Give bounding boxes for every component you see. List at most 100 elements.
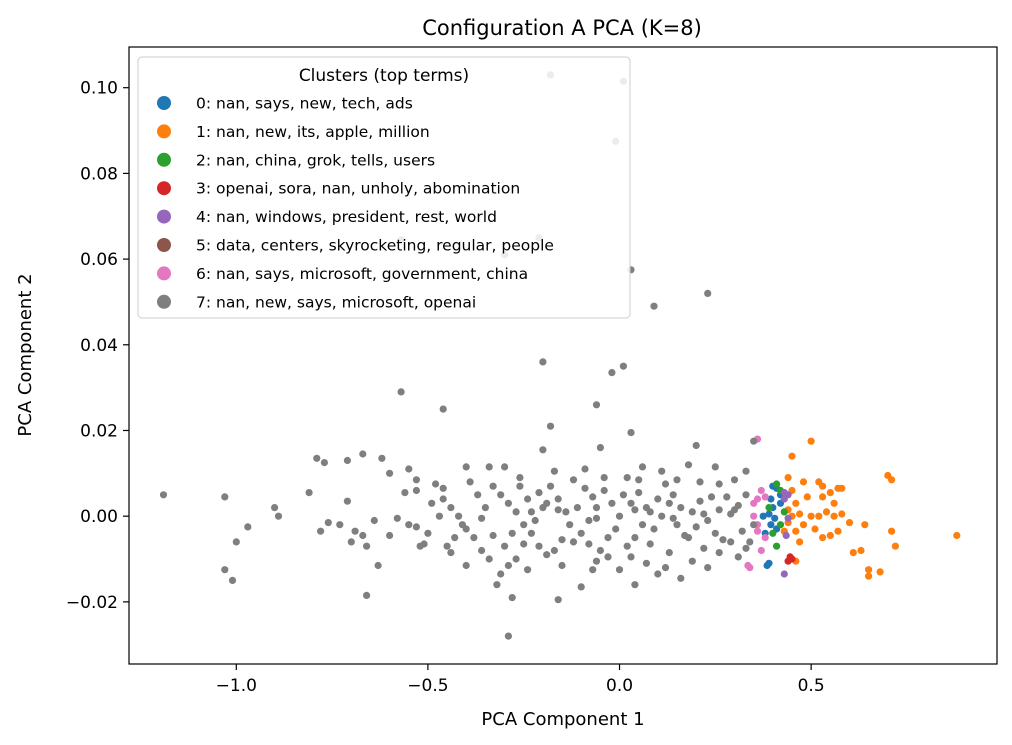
y-tick-label: 0.06 bbox=[80, 250, 118, 270]
point-s7-164 bbox=[581, 484, 589, 492]
point-s7-122 bbox=[585, 516, 593, 525]
point-s7-90 bbox=[615, 566, 624, 574]
point-s2-0 bbox=[773, 480, 781, 488]
point-s1-40 bbox=[838, 510, 846, 518]
point-s7-8 bbox=[650, 302, 658, 310]
point-s7-23 bbox=[343, 456, 351, 465]
point-s7-81 bbox=[543, 551, 551, 559]
x-axis: −1.0 −0.5 0.0 0.5 bbox=[216, 664, 825, 696]
point-s2-4 bbox=[769, 529, 777, 537]
point-s7-130 bbox=[524, 495, 532, 503]
point-s1-29 bbox=[792, 499, 800, 507]
point-s7-84 bbox=[493, 581, 501, 589]
point-s1-25 bbox=[807, 437, 815, 445]
point-s7-119 bbox=[608, 499, 616, 507]
point-s7-117 bbox=[623, 542, 631, 550]
point-s7-160 bbox=[612, 525, 620, 533]
x-tick-label: 0.0 bbox=[606, 676, 633, 696]
point-s7-158 bbox=[734, 501, 742, 510]
point-s4-3 bbox=[782, 531, 790, 540]
legend-entry-1: 1: nan, new, its, apple, million bbox=[196, 123, 430, 141]
point-s7-42 bbox=[274, 512, 283, 520]
point-s7-106 bbox=[707, 493, 716, 501]
point-s7-203 bbox=[439, 484, 447, 492]
point-s7-167 bbox=[558, 536, 566, 544]
point-s7-74 bbox=[489, 482, 497, 490]
plot-frame bbox=[128, 46, 998, 665]
point-s7-48 bbox=[317, 527, 325, 535]
point-s7-9 bbox=[539, 358, 547, 366]
point-s7-157 bbox=[727, 510, 735, 518]
point-s7-144 bbox=[627, 499, 635, 507]
point-s7-41 bbox=[271, 504, 279, 512]
point-s7-79 bbox=[527, 529, 536, 537]
point-s7-67 bbox=[439, 495, 447, 503]
point-s7-44 bbox=[232, 538, 240, 546]
point-s7-10 bbox=[619, 362, 628, 370]
point-s7-169 bbox=[543, 499, 551, 507]
point-s1-24 bbox=[796, 538, 804, 546]
point-s7-143 bbox=[619, 491, 628, 499]
point-s7-72 bbox=[478, 546, 486, 555]
point-s7-194 bbox=[646, 540, 654, 548]
point-s7-159 bbox=[742, 491, 750, 499]
point-s7-145 bbox=[635, 489, 643, 497]
point-s7-107 bbox=[700, 510, 708, 518]
point-s7-19 bbox=[692, 441, 700, 450]
point-s7-138 bbox=[451, 534, 459, 542]
point-s7-110 bbox=[677, 504, 685, 512]
point-s7-173 bbox=[512, 555, 520, 563]
point-s7-68 bbox=[447, 504, 455, 512]
point-s7-161 bbox=[604, 534, 612, 542]
point-s7-51 bbox=[343, 497, 351, 505]
point-s7-21 bbox=[313, 454, 321, 462]
point-s7-75 bbox=[497, 491, 505, 499]
point-s7-66 bbox=[432, 480, 440, 488]
point-s7-118 bbox=[615, 512, 624, 520]
point-s7-54 bbox=[359, 531, 367, 540]
point-s1-9 bbox=[857, 546, 865, 555]
point-s7-200 bbox=[592, 514, 601, 522]
chart-title: Configuration A PCA (K=8) bbox=[422, 16, 702, 40]
point-s7-87 bbox=[577, 583, 585, 591]
point-s1-13 bbox=[819, 534, 827, 542]
point-s7-135 bbox=[474, 491, 482, 499]
point-s1-26 bbox=[788, 452, 796, 460]
point-s7-26 bbox=[405, 465, 413, 473]
point-s0-6 bbox=[771, 514, 779, 522]
point-s7-76 bbox=[504, 499, 512, 507]
legend-marker-7 bbox=[157, 294, 171, 309]
point-s7-115 bbox=[638, 521, 647, 529]
point-s1-5 bbox=[876, 568, 884, 576]
point-s7-32 bbox=[581, 465, 589, 473]
point-s7-112 bbox=[661, 480, 670, 488]
point-s1-14 bbox=[830, 499, 838, 507]
point-s7-146 bbox=[642, 504, 651, 512]
point-s7-55 bbox=[363, 542, 371, 550]
point-s7-47 bbox=[305, 489, 313, 497]
point-s7-168 bbox=[550, 546, 559, 555]
point-s1-8 bbox=[861, 521, 869, 529]
point-s7-175 bbox=[623, 474, 631, 482]
point-s7-7 bbox=[704, 289, 712, 297]
point-s7-198 bbox=[554, 506, 562, 514]
point-s7-34 bbox=[658, 467, 666, 475]
point-s2-5 bbox=[773, 542, 781, 550]
point-s6-7 bbox=[757, 546, 765, 555]
point-s7-53 bbox=[351, 527, 359, 535]
legend-entry-5: 5: data, centers, skyrocketing, regular,… bbox=[196, 237, 554, 255]
point-s7-163 bbox=[589, 493, 597, 501]
point-s7-62 bbox=[412, 523, 420, 531]
point-s7-43 bbox=[244, 523, 252, 531]
point-s7-17 bbox=[539, 446, 547, 454]
point-s7-94 bbox=[665, 549, 673, 557]
y-tick-label: 0.10 bbox=[80, 79, 118, 99]
point-s7-186 bbox=[524, 566, 532, 574]
point-s7-177 bbox=[600, 474, 608, 482]
y-axis: −0.02 0.00 0.02 0.04 0.06 0.08 0.10 bbox=[66, 79, 129, 613]
y-axis-label: PCA Component 2 bbox=[15, 273, 36, 436]
point-s7-45 bbox=[221, 566, 229, 574]
point-s7-108 bbox=[692, 523, 700, 531]
point-s7-185 bbox=[558, 561, 566, 570]
point-s1-22 bbox=[811, 525, 819, 533]
